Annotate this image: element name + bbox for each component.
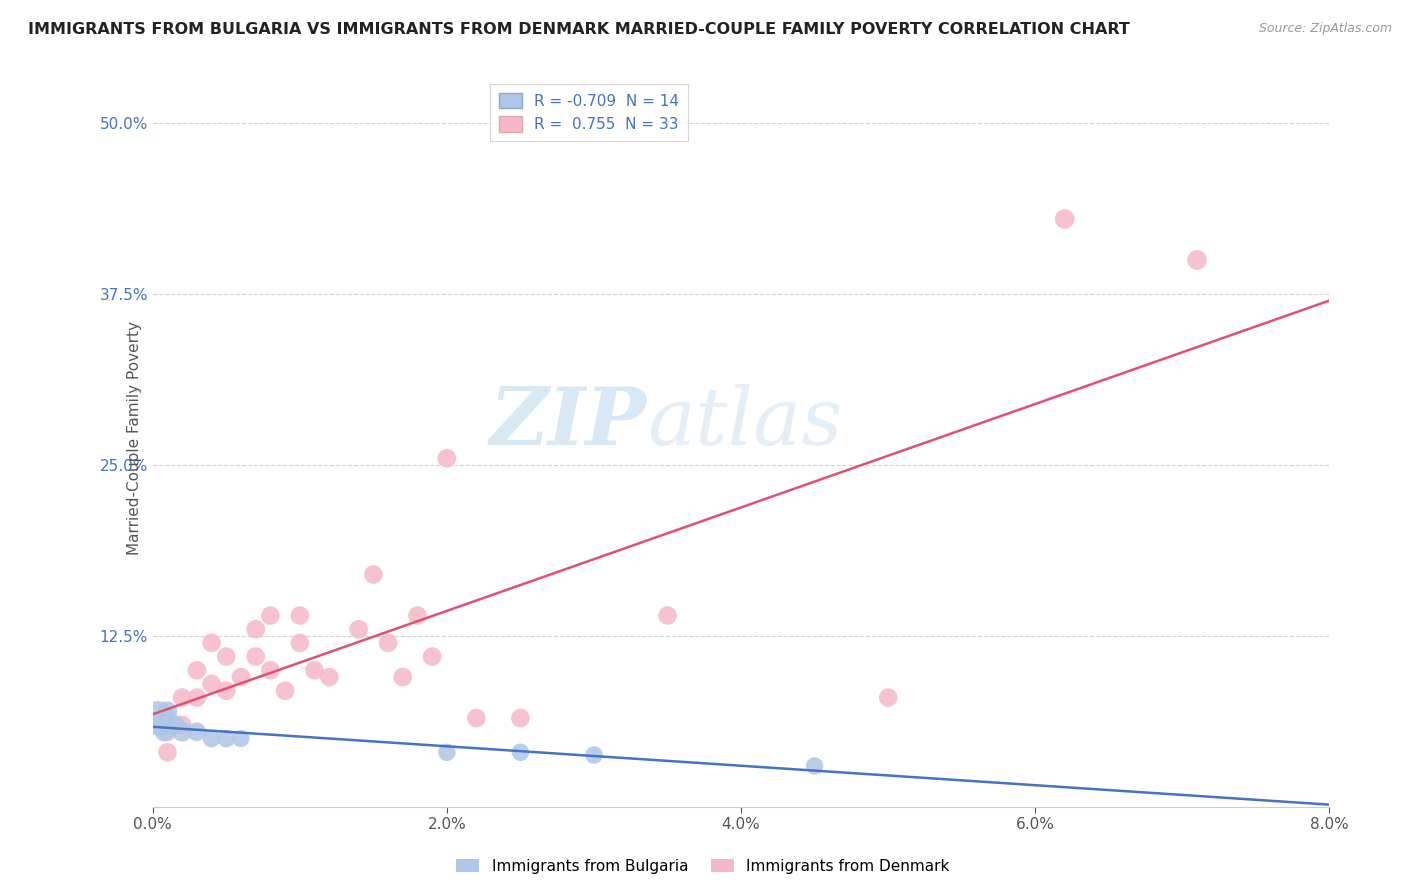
Point (657, 608, 679, 623)
Text: ZIP: ZIP (491, 384, 647, 462)
Point (347, 622, 370, 636)
Text: IMMIGRANTS FROM BULGARIA VS IMMIGRANTS FROM DENMARK MARRIED-COUPLE FAMILY POVERT: IMMIGRANTS FROM BULGARIA VS IMMIGRANTS F… (28, 22, 1130, 37)
Point (803, 759, 825, 773)
Point (215, 683, 238, 698)
Point (420, 649, 443, 664)
Point (1185, 252, 1208, 267)
Point (149, 718, 172, 732)
Point (186, 690, 208, 705)
Point (200, 731, 222, 746)
Point (436, 451, 458, 466)
Y-axis label: Married-Couple Family Poverty: Married-Couple Family Poverty (127, 321, 142, 555)
Point (146, 711, 169, 725)
Text: Source: ZipAtlas.com: Source: ZipAtlas.com (1258, 22, 1392, 36)
Point (153, 724, 176, 739)
Point (274, 683, 297, 698)
Point (465, 711, 488, 725)
Point (304, 663, 326, 677)
Point (200, 636, 222, 650)
Point (156, 704, 179, 718)
Point (229, 670, 252, 684)
Point (200, 677, 222, 691)
Point (245, 649, 267, 664)
Point (1053, 211, 1076, 226)
Point (288, 636, 311, 650)
Text: atlas: atlas (647, 384, 842, 462)
Point (156, 745, 179, 759)
Point (406, 608, 429, 623)
Point (215, 649, 238, 664)
Point (391, 670, 413, 684)
Point (172, 724, 194, 739)
Point (163, 718, 186, 732)
Point (288, 608, 311, 623)
Point (318, 670, 340, 684)
Point (172, 718, 194, 732)
Point (186, 663, 208, 677)
Point (259, 608, 281, 623)
Point (877, 690, 900, 705)
Point (156, 724, 179, 739)
Point (215, 731, 238, 746)
Point (245, 622, 267, 636)
Point (509, 711, 531, 725)
Point (582, 747, 605, 762)
Legend: R = -0.709  N = 14, R =  0.755  N = 33: R = -0.709 N = 14, R = 0.755 N = 33 (489, 84, 689, 142)
Point (186, 724, 208, 739)
Point (509, 745, 531, 759)
Point (229, 731, 252, 746)
Point (377, 636, 399, 650)
Point (172, 690, 194, 705)
Point (436, 745, 458, 759)
Legend: Immigrants from Bulgaria, Immigrants from Denmark: Immigrants from Bulgaria, Immigrants fro… (450, 853, 956, 880)
Point (363, 567, 385, 582)
Point (259, 663, 281, 677)
